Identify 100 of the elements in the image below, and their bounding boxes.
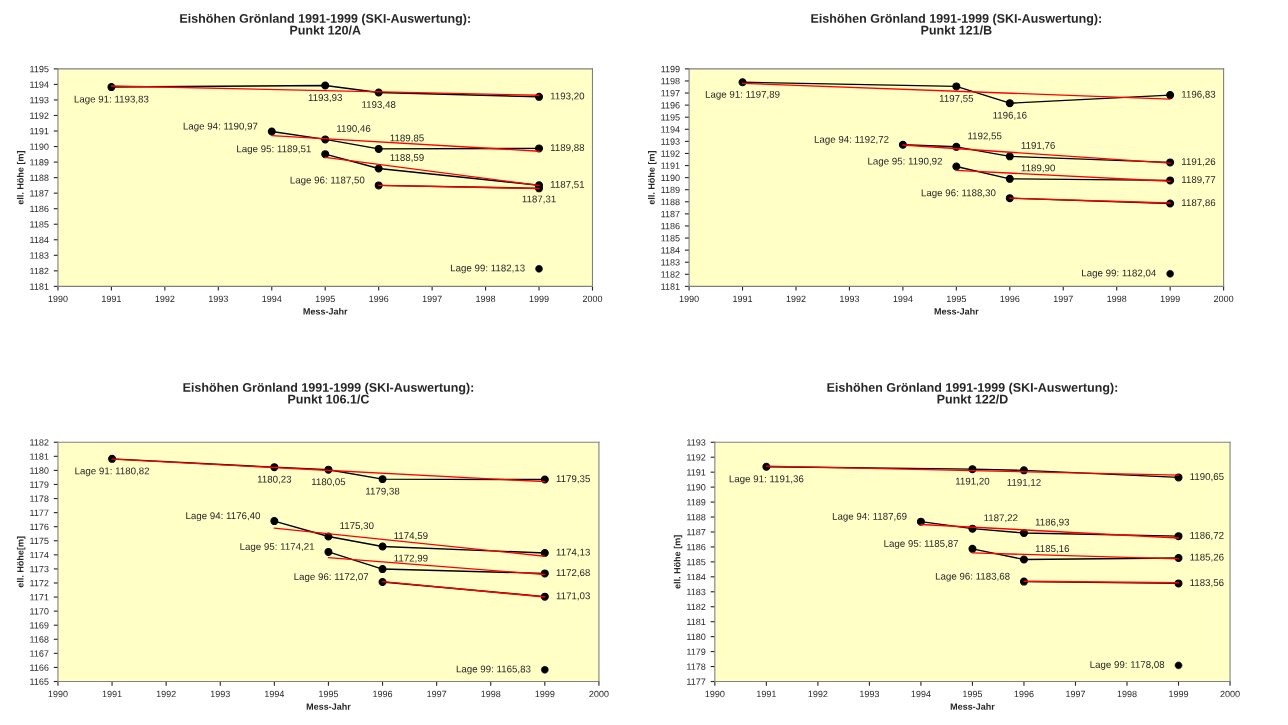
y-tick-label: 1180 xyxy=(687,633,706,640)
data-label: 1185,26 xyxy=(1190,553,1224,562)
data-label: 1187,31 xyxy=(522,195,556,204)
chart-title: Eishöhen Grönland 1991-1999 (SKI-Auswertung): xyxy=(827,382,1118,395)
x-tick-label: 1999 xyxy=(1160,295,1180,303)
data-label: 1171,03 xyxy=(556,592,590,601)
data-label: 1187,86 xyxy=(1182,199,1216,208)
x-tick-label: 2000 xyxy=(582,295,603,303)
y-tick-label: 1186 xyxy=(661,222,680,230)
y-tick-label: 1186 xyxy=(687,543,706,551)
y-tick-label: 1194 xyxy=(661,126,680,133)
x-tick-label: 1997 xyxy=(422,295,442,303)
y-tick-label: 1184 xyxy=(30,236,49,244)
x-tick-label: 1993 xyxy=(860,690,880,698)
y-tick-label: 1182 xyxy=(30,439,49,446)
y-tick-label: 1184 xyxy=(687,573,706,581)
y-tick-label: 1195 xyxy=(661,114,680,121)
x-tick-label: 1996 xyxy=(1000,295,1020,303)
x-tick-label: 1997 xyxy=(1053,295,1073,303)
y-tick-label: 1192 xyxy=(661,150,680,157)
x-tick-label: 1993 xyxy=(208,295,228,303)
data-label: 1192,55 xyxy=(968,132,1002,141)
data-label: Lage 96: 1187,50 xyxy=(290,176,365,186)
data-label: 1188,59 xyxy=(390,154,424,163)
y-tick-label: 1196 xyxy=(661,102,680,109)
y-tick-label: 1173 xyxy=(30,565,49,573)
data-label: 1196,83 xyxy=(1182,90,1216,99)
data-label: 1191,20 xyxy=(955,477,990,486)
data-label: 1189,90 xyxy=(1021,164,1055,173)
data-label: Lage 95: 1174,21 xyxy=(240,543,315,552)
y-tick-label: 1170 xyxy=(30,608,49,615)
y-tick-label: 1181 xyxy=(30,453,49,460)
x-axis-title: Mess-Jahr xyxy=(303,307,348,315)
y-tick-label: 1185 xyxy=(30,221,49,228)
data-label: 1174,59 xyxy=(394,532,428,541)
data-label: 1183,56 xyxy=(1190,579,1224,588)
chart-subtitle: Punkt 106.1/C xyxy=(288,394,370,404)
data-label: 1179,38 xyxy=(366,487,400,496)
y-tick-label: 1184 xyxy=(661,247,680,254)
y-tick-label: 1180 xyxy=(30,467,49,474)
x-tick-label: 1990 xyxy=(679,295,699,303)
data-label: 1190,46 xyxy=(337,125,371,134)
data-label: 1193,93 xyxy=(308,94,343,103)
data-label: 1189,85 xyxy=(390,134,424,143)
x-tick-label: 1992 xyxy=(155,295,175,303)
y-tick-label: 1187 xyxy=(30,190,49,197)
x-tick-label: 1990 xyxy=(48,690,68,698)
data-label: 1190,65 xyxy=(1190,473,1224,482)
x-tick-label: 1994 xyxy=(264,690,285,698)
data-label: Lage 94: 1187,69 xyxy=(832,512,907,522)
y-tick-label: 1181 xyxy=(661,283,680,290)
data-label: Lage 95: 1190,92 xyxy=(868,157,942,167)
y-tick-label: 1179 xyxy=(687,648,706,655)
y-axis-title: ell. Höhe[m] xyxy=(16,536,26,588)
data-label: Lage 99: 1182,04 xyxy=(1082,269,1156,279)
data-label: 1180,05 xyxy=(311,478,346,487)
chart-title: Eishöhen Grönland 1991-1999 (SKI-Auswertung): xyxy=(811,13,1102,26)
x-tick-label: 1993 xyxy=(840,295,860,303)
x-tick-label: 1998 xyxy=(481,690,501,698)
x-tick-label: 1991 xyxy=(102,690,122,698)
y-tick-label: 1182 xyxy=(687,603,706,611)
y-tick-label: 1181 xyxy=(30,283,49,290)
y-tick-label: 1188 xyxy=(30,174,49,181)
y-axis-title: ell. Höhe [m] xyxy=(648,151,657,205)
data-label: Lage 96: 1183,68 xyxy=(935,572,1010,582)
y-tick-label: 1182 xyxy=(30,267,49,275)
y-tick-label: 1191 xyxy=(687,469,706,476)
x-tick-label: 1994 xyxy=(911,690,931,698)
y-tick-label: 1169 xyxy=(30,622,49,629)
y-tick-label: 1165 xyxy=(30,678,49,685)
x-axis-title: Mess-Jahr xyxy=(934,307,979,315)
y-tick-label: 1181 xyxy=(687,618,706,626)
y-tick-label: 1190 xyxy=(30,143,49,150)
y-tick-label: 1187 xyxy=(687,528,706,536)
data-label: Lage 95: 1185,87 xyxy=(884,540,959,549)
data-label: 1174,13 xyxy=(556,548,590,557)
y-tick-label: 1185 xyxy=(687,558,706,566)
data-label: Lage 94: 1176,40 xyxy=(186,512,261,522)
y-tick-label: 1191 xyxy=(30,127,49,135)
data-label: Lage 99: 1165,83 xyxy=(456,665,531,675)
y-tick-label: 1192 xyxy=(30,112,49,119)
y-tick-label: 1176 xyxy=(30,523,49,531)
y-tick-label: 1177 xyxy=(30,509,49,516)
chart-subtitle: Punkt 121/B xyxy=(921,25,992,35)
data-label: 1179,35 xyxy=(556,475,590,484)
x-tick-label: 1990 xyxy=(48,295,68,303)
y-tick-label: 1197 xyxy=(661,90,680,97)
data-label: Lage 91: 1193,83 xyxy=(74,95,149,105)
x-tick-label: 2000 xyxy=(1220,690,1240,698)
y-tick-label: 1193 xyxy=(687,439,706,446)
y-tick-label: 1192 xyxy=(687,454,706,461)
x-tick-label: 1995 xyxy=(315,295,335,303)
y-tick-label: 1177 xyxy=(687,678,706,685)
x-tick-label: 2000 xyxy=(589,690,609,698)
data-label: Lage 95: 1189,51 xyxy=(237,145,311,155)
x-tick-label: 1991 xyxy=(733,295,753,303)
y-tick-label: 1182 xyxy=(661,271,680,278)
chart-title: Eishöhen Grönland 1991-1999 (SKI-Auswertung): xyxy=(180,13,470,26)
y-tick-label: 1179 xyxy=(30,481,49,488)
x-tick-label: 1991 xyxy=(757,690,776,698)
